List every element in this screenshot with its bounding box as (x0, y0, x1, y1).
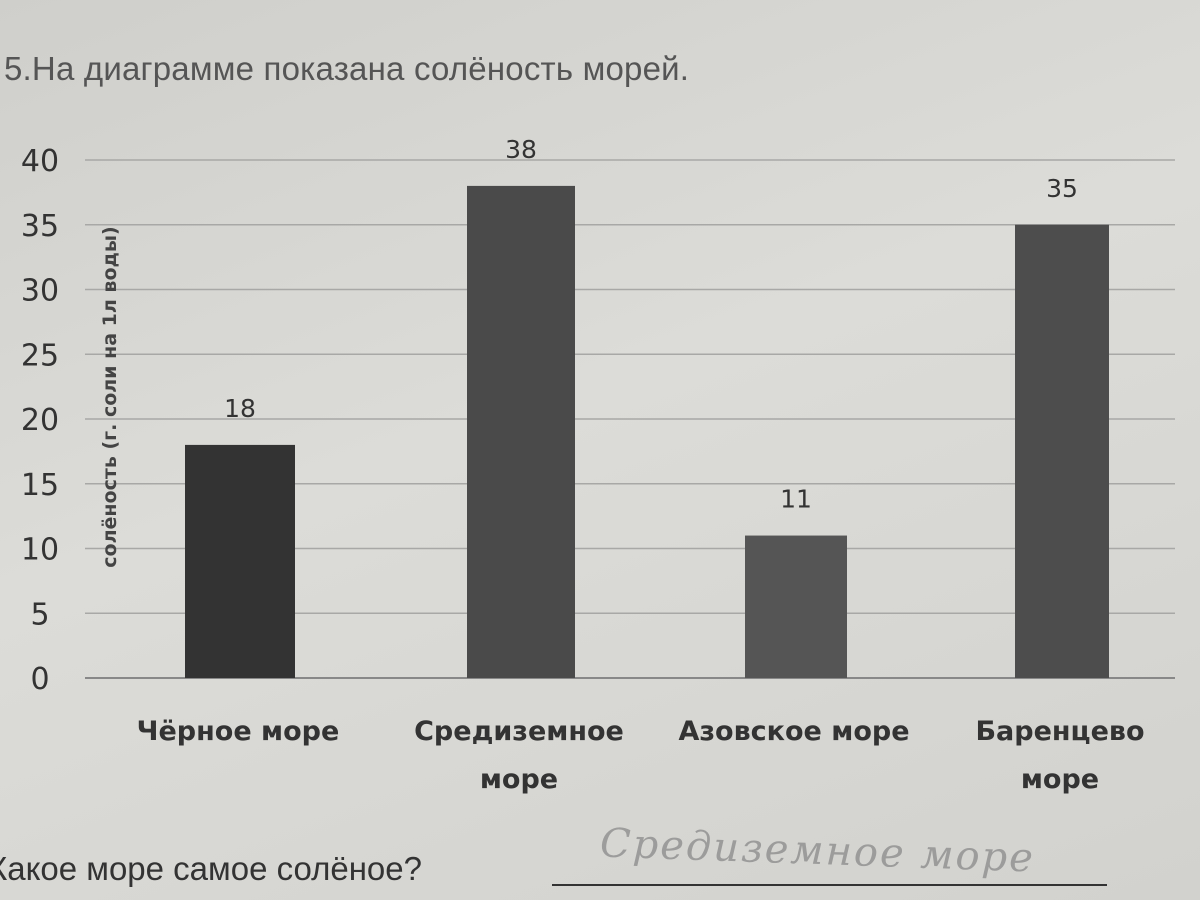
bar (1015, 224, 1109, 678)
question-prompt: Какое море самое солёное? (0, 850, 422, 887)
bar-value-label: 18 (224, 394, 256, 423)
bar (467, 185, 575, 678)
question-title: 5.На диаграмме показана солёность морей. (4, 50, 690, 87)
salinity-bar-chart: 0 5 10 15 20 25 30 35 40 солёность (г. соли на 1л… (21, 135, 1175, 795)
y-tick-label: 35 (21, 209, 59, 244)
y-tick-label: 10 (21, 533, 59, 568)
y-tick-label: 15 (21, 468, 59, 503)
x-category-label: море (480, 764, 558, 795)
answer-line (552, 884, 1107, 886)
x-category-label: Баренцево (975, 716, 1144, 747)
x-category-label: Азовское море (678, 716, 909, 747)
y-tick-label: 20 (21, 403, 59, 438)
bar-value-label: 11 (780, 485, 812, 514)
y-tick-label: 0 (30, 662, 49, 697)
y-tick-label: 30 (21, 274, 59, 309)
x-category-label: море (1021, 764, 1099, 795)
y-tick-label: 5 (30, 597, 49, 632)
bar (745, 535, 847, 678)
bar (185, 444, 295, 678)
y-axis-title: солёность (г. соли на 1л воды) (99, 226, 121, 567)
x-category-label: Чёрное море (137, 716, 340, 747)
x-category-label: Средиземное (414, 716, 624, 747)
bar-value-label: 35 (1046, 174, 1078, 203)
y-tick-label: 40 (21, 144, 59, 179)
y-tick-label: 25 (21, 338, 59, 373)
bar-value-label: 38 (505, 135, 537, 164)
